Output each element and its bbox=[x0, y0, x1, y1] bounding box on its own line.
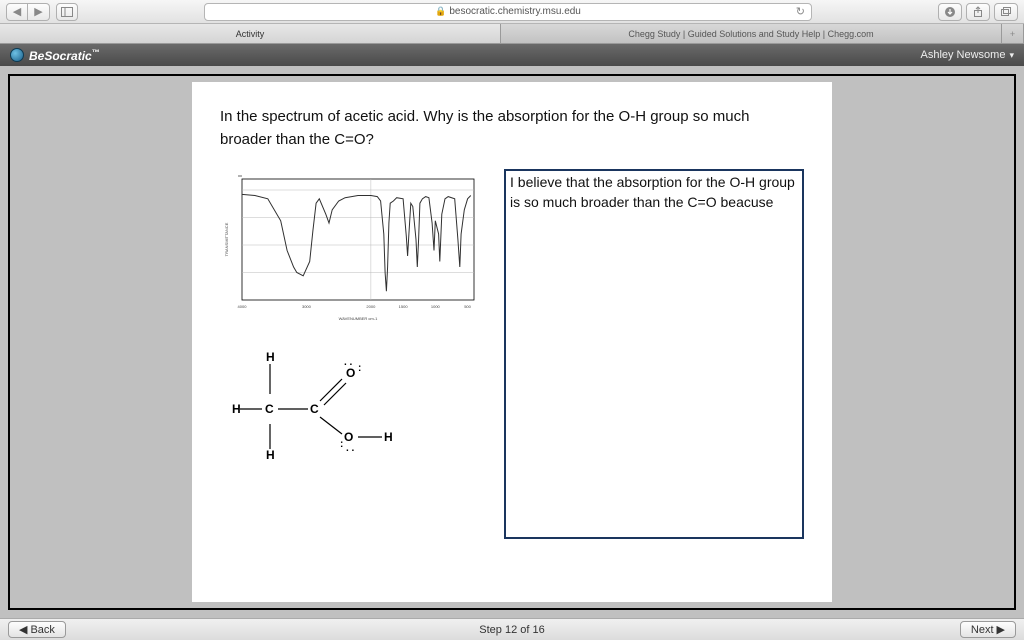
atom-label: H bbox=[384, 430, 393, 444]
tab-label: Chegg Study | Guided Solutions and Study… bbox=[628, 29, 873, 39]
svg-text:500: 500 bbox=[464, 304, 471, 309]
lone-pair: : bbox=[340, 439, 343, 450]
atom-label: C bbox=[265, 402, 274, 416]
svg-text:WAVENUMBER cm-1: WAVENUMBER cm-1 bbox=[339, 316, 378, 321]
user-name: Ashley Newsome bbox=[920, 49, 1005, 61]
brand-logo-icon bbox=[10, 48, 24, 62]
lone-pair: . . bbox=[344, 357, 353, 368]
svg-text:TRANSMITTANCE: TRANSMITTANCE bbox=[224, 222, 229, 256]
app-header: BeSocratic™ Ashley Newsome ▾ bbox=[0, 44, 1024, 66]
nav-forward-button[interactable]: ▶ bbox=[28, 3, 50, 21]
activity-page: In the spectrum of acetic acid. Why is t… bbox=[192, 82, 832, 602]
sidebar-toggle-button[interactable] bbox=[56, 3, 78, 21]
share-button[interactable] bbox=[966, 3, 990, 21]
reload-icon[interactable]: ↻ bbox=[796, 5, 805, 18]
tabs-icon bbox=[1000, 6, 1012, 18]
question-text: In the spectrum of acetic acid. Why is t… bbox=[220, 106, 804, 151]
url-bar[interactable]: 🔒 besocratic.chemistry.msu.edu ↻ bbox=[204, 3, 812, 21]
tab-chegg[interactable]: Chegg Study | Guided Solutions and Study… bbox=[501, 24, 1002, 43]
browser-toolbar: ◀ ▶ 🔒 besocratic.chemistry.msu.edu ↻ bbox=[0, 0, 1024, 24]
structure-figure: H H H C C O : . . O : . . H bbox=[230, 349, 410, 459]
nav-back-forward: ◀ ▶ bbox=[6, 3, 50, 21]
next-label: Next bbox=[971, 624, 994, 636]
back-button[interactable]: ◀ Back bbox=[8, 621, 66, 638]
back-label: Back bbox=[30, 624, 54, 636]
lone-pair: : bbox=[358, 363, 361, 374]
toolbar-right-buttons bbox=[938, 3, 1018, 21]
step-indicator: Step 12 of 16 bbox=[479, 624, 544, 636]
atom-label: H bbox=[232, 402, 241, 416]
ir-spectrum-figure: TRANSMITTANCE 4000 3000 2000 1500 1000 500 WAVE… bbox=[220, 169, 480, 324]
sidebar-icon bbox=[61, 7, 73, 17]
content-wrap: In the spectrum of acetic acid. Why is t… bbox=[0, 66, 1024, 618]
svg-text:1500: 1500 bbox=[399, 304, 409, 309]
brand: BeSocratic™ bbox=[10, 48, 100, 63]
tabs-button[interactable] bbox=[994, 3, 1018, 21]
lock-icon: 🔒 bbox=[435, 6, 446, 17]
svg-text:3000: 3000 bbox=[302, 304, 312, 309]
download-icon bbox=[944, 6, 956, 18]
svg-text:2000: 2000 bbox=[366, 304, 376, 309]
svg-text:4000: 4000 bbox=[238, 304, 248, 309]
content-frame: In the spectrum of acetic acid. Why is t… bbox=[8, 74, 1016, 610]
tab-activity[interactable]: Activity bbox=[0, 24, 501, 43]
caret-down-icon: ▾ bbox=[1009, 50, 1014, 61]
share-icon bbox=[972, 6, 984, 18]
brand-name: BeSocratic bbox=[29, 49, 92, 63]
triangle-left-icon: ◀ bbox=[19, 623, 27, 636]
brand-tm: ™ bbox=[92, 48, 100, 57]
url-text: besocratic.chemistry.msu.edu bbox=[449, 6, 581, 17]
figure-column: TRANSMITTANCE 4000 3000 2000 1500 1000 500 WAVE… bbox=[220, 169, 490, 539]
atom-label: H bbox=[266, 350, 275, 364]
new-tab-button[interactable]: + bbox=[1002, 24, 1024, 43]
svg-text:1000: 1000 bbox=[431, 304, 441, 309]
atom-label: O bbox=[344, 430, 353, 444]
browser-tab-strip: Activity Chegg Study | Guided Solutions … bbox=[0, 24, 1024, 44]
nav-back-button[interactable]: ◀ bbox=[6, 3, 28, 21]
downloads-button[interactable] bbox=[938, 3, 962, 21]
footer-bar: ◀ Back Step 12 of 16 Next ▶ bbox=[0, 618, 1024, 640]
user-menu[interactable]: Ashley Newsome ▾ bbox=[920, 49, 1014, 61]
atom-label: H bbox=[266, 448, 275, 459]
atom-label: C bbox=[310, 402, 319, 416]
answer-textarea[interactable]: I believe that the absorption for the O-… bbox=[504, 169, 804, 539]
triangle-right-icon: ▶ bbox=[997, 623, 1005, 636]
atom-label: O bbox=[346, 366, 355, 380]
next-button[interactable]: Next ▶ bbox=[960, 621, 1016, 638]
tab-label: Activity bbox=[236, 29, 265, 39]
lone-pair: . . bbox=[346, 443, 355, 454]
